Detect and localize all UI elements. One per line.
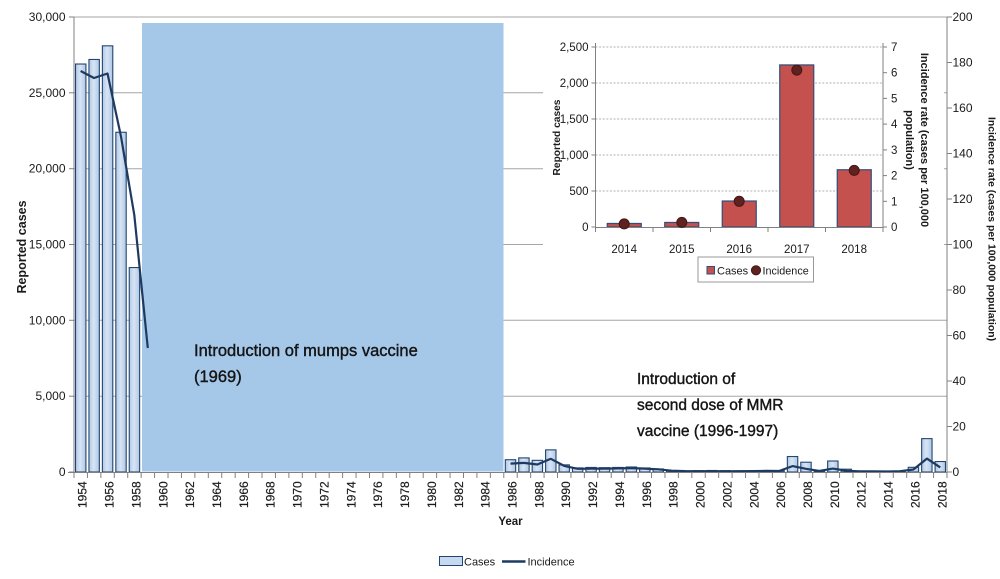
svg-text:1978: 1978	[398, 481, 412, 508]
svg-text:2006: 2006	[774, 481, 788, 508]
svg-text:1982: 1982	[452, 481, 466, 508]
svg-text:2012: 2012	[855, 481, 869, 508]
svg-text:Incidence: Incidence	[528, 557, 575, 569]
svg-text:25,000: 25,000	[29, 86, 66, 100]
svg-text:Incidence rate (cases per 100,: Incidence rate (cases per 100,000	[918, 53, 930, 227]
svg-text:1972: 1972	[318, 481, 332, 508]
svg-text:0: 0	[953, 465, 960, 479]
svg-text:5,000: 5,000	[35, 389, 65, 403]
svg-text:Cases: Cases	[717, 266, 749, 278]
svg-text:1998: 1998	[667, 481, 681, 508]
svg-text:10,000: 10,000	[29, 313, 66, 327]
svg-text:60: 60	[953, 329, 967, 343]
svg-text:1970: 1970	[291, 481, 305, 508]
svg-text:80: 80	[953, 283, 967, 297]
svg-text:200: 200	[953, 10, 973, 24]
svg-text:2014: 2014	[882, 481, 896, 508]
svg-text:1974: 1974	[344, 481, 358, 508]
svg-text:2016: 2016	[908, 481, 922, 508]
svg-text:2: 2	[891, 171, 897, 183]
svg-text:2018: 2018	[935, 481, 949, 508]
svg-text:0: 0	[891, 222, 897, 234]
svg-text:15,000: 15,000	[29, 238, 66, 252]
svg-text:30,000: 30,000	[29, 10, 66, 24]
svg-text:1984: 1984	[479, 481, 493, 508]
svg-text:1992: 1992	[586, 481, 600, 508]
svg-text:100: 100	[953, 238, 973, 252]
svg-text:7: 7	[891, 42, 897, 54]
svg-text:Reported cases: Reported cases	[552, 99, 563, 175]
svg-text:2010: 2010	[828, 481, 842, 508]
svg-text:population): population)	[903, 110, 915, 170]
svg-text:20,000: 20,000	[29, 162, 66, 176]
svg-text:2008: 2008	[801, 481, 815, 508]
svg-text:1960: 1960	[156, 481, 170, 508]
svg-text:2000: 2000	[694, 481, 708, 508]
svg-text:2016: 2016	[726, 244, 752, 256]
svg-text:1980: 1980	[425, 481, 439, 508]
svg-text:1976: 1976	[371, 481, 385, 508]
svg-text:1954: 1954	[76, 481, 90, 508]
svg-text:1986: 1986	[506, 481, 520, 508]
svg-text:2,500: 2,500	[560, 42, 589, 54]
svg-text:1962: 1962	[183, 481, 197, 508]
svg-text:Reported cases: Reported cases	[15, 200, 29, 293]
svg-text:1996: 1996	[640, 481, 654, 508]
svg-text:180: 180	[953, 56, 973, 70]
svg-text:140: 140	[953, 147, 973, 161]
svg-text:2004: 2004	[747, 481, 761, 508]
svg-text:1,500: 1,500	[560, 114, 589, 126]
svg-text:0: 0	[59, 465, 66, 479]
svg-text:Year: Year	[498, 516, 523, 528]
svg-text:1968: 1968	[264, 481, 278, 508]
svg-text:500: 500	[569, 186, 588, 198]
svg-text:1,000: 1,000	[560, 150, 589, 162]
svg-text:Incidence rate (cases per 100,: Incidence rate (cases per 100,000 popula…	[986, 117, 997, 341]
svg-text:second dose of MMR: second dose of MMR	[637, 397, 783, 414]
svg-text:1: 1	[891, 196, 897, 208]
svg-text:Introduction of: Introduction of	[637, 371, 736, 388]
svg-text:4: 4	[891, 119, 898, 131]
svg-text:40: 40	[953, 374, 967, 388]
svg-text:1966: 1966	[237, 481, 251, 508]
svg-text:1994: 1994	[613, 481, 627, 508]
svg-text:1988: 1988	[532, 481, 546, 508]
svg-text:Cases: Cases	[464, 557, 496, 569]
svg-text:20: 20	[953, 420, 967, 434]
svg-text:Incidence: Incidence	[763, 266, 809, 278]
svg-text:Introduction of mumps vaccine: Introduction of mumps vaccine	[194, 342, 418, 360]
svg-text:2017: 2017	[784, 244, 810, 256]
svg-text:2,000: 2,000	[560, 78, 589, 90]
svg-text:160: 160	[953, 101, 973, 115]
svg-text:0: 0	[582, 222, 588, 234]
svg-text:2002: 2002	[720, 481, 734, 508]
svg-text:vaccine (1996-1997): vaccine (1996-1997)	[637, 423, 778, 440]
svg-text:1958: 1958	[129, 481, 143, 508]
svg-text:5: 5	[891, 93, 897, 105]
svg-text:3: 3	[891, 145, 897, 157]
svg-text:1956: 1956	[103, 481, 117, 508]
svg-text:2018: 2018	[841, 244, 867, 256]
svg-text:(1969): (1969)	[194, 368, 242, 386]
svg-text:2015: 2015	[669, 244, 695, 256]
svg-text:6: 6	[891, 68, 897, 80]
svg-text:2014: 2014	[611, 244, 637, 256]
svg-text:1964: 1964	[210, 481, 224, 508]
svg-text:1990: 1990	[559, 481, 573, 508]
svg-text:120: 120	[953, 192, 973, 206]
